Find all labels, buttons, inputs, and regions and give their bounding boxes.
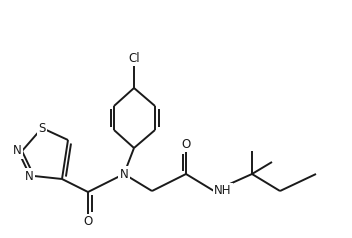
Text: Cl: Cl bbox=[128, 52, 140, 65]
Text: NH: NH bbox=[214, 184, 232, 198]
Text: N: N bbox=[13, 144, 22, 158]
Text: N: N bbox=[120, 168, 128, 180]
Text: N: N bbox=[25, 169, 34, 183]
Text: S: S bbox=[38, 122, 46, 134]
Text: O: O bbox=[181, 138, 191, 151]
Text: O: O bbox=[83, 215, 93, 228]
